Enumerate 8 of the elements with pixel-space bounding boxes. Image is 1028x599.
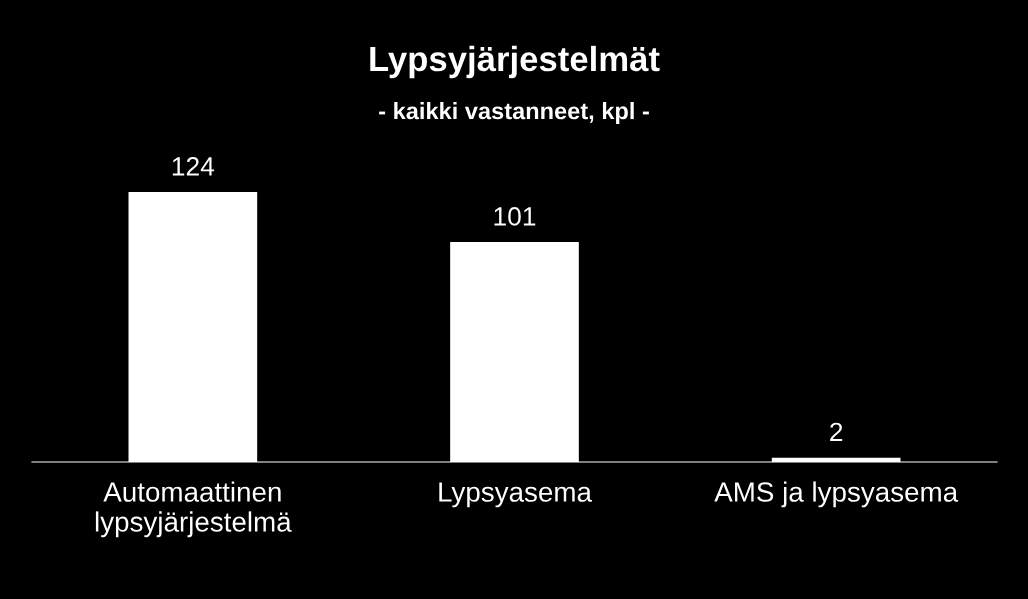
data-label: 124 bbox=[172, 156, 215, 176]
x-tick-label: Lypsyasema bbox=[439, 482, 592, 508]
x-tick-label: Automaattinen lypsyjärjestelmä bbox=[95, 481, 292, 538]
x-tick-label: AMS ja lypsyasema bbox=[714, 481, 959, 508]
chart-title: Lypsyjärjestelmät bbox=[370, 45, 660, 79]
data-label: 2 bbox=[830, 422, 843, 442]
data-label: 101 bbox=[494, 207, 536, 226]
chart-subtitle: - kaikki vastanneet, kpl - bbox=[379, 102, 649, 124]
